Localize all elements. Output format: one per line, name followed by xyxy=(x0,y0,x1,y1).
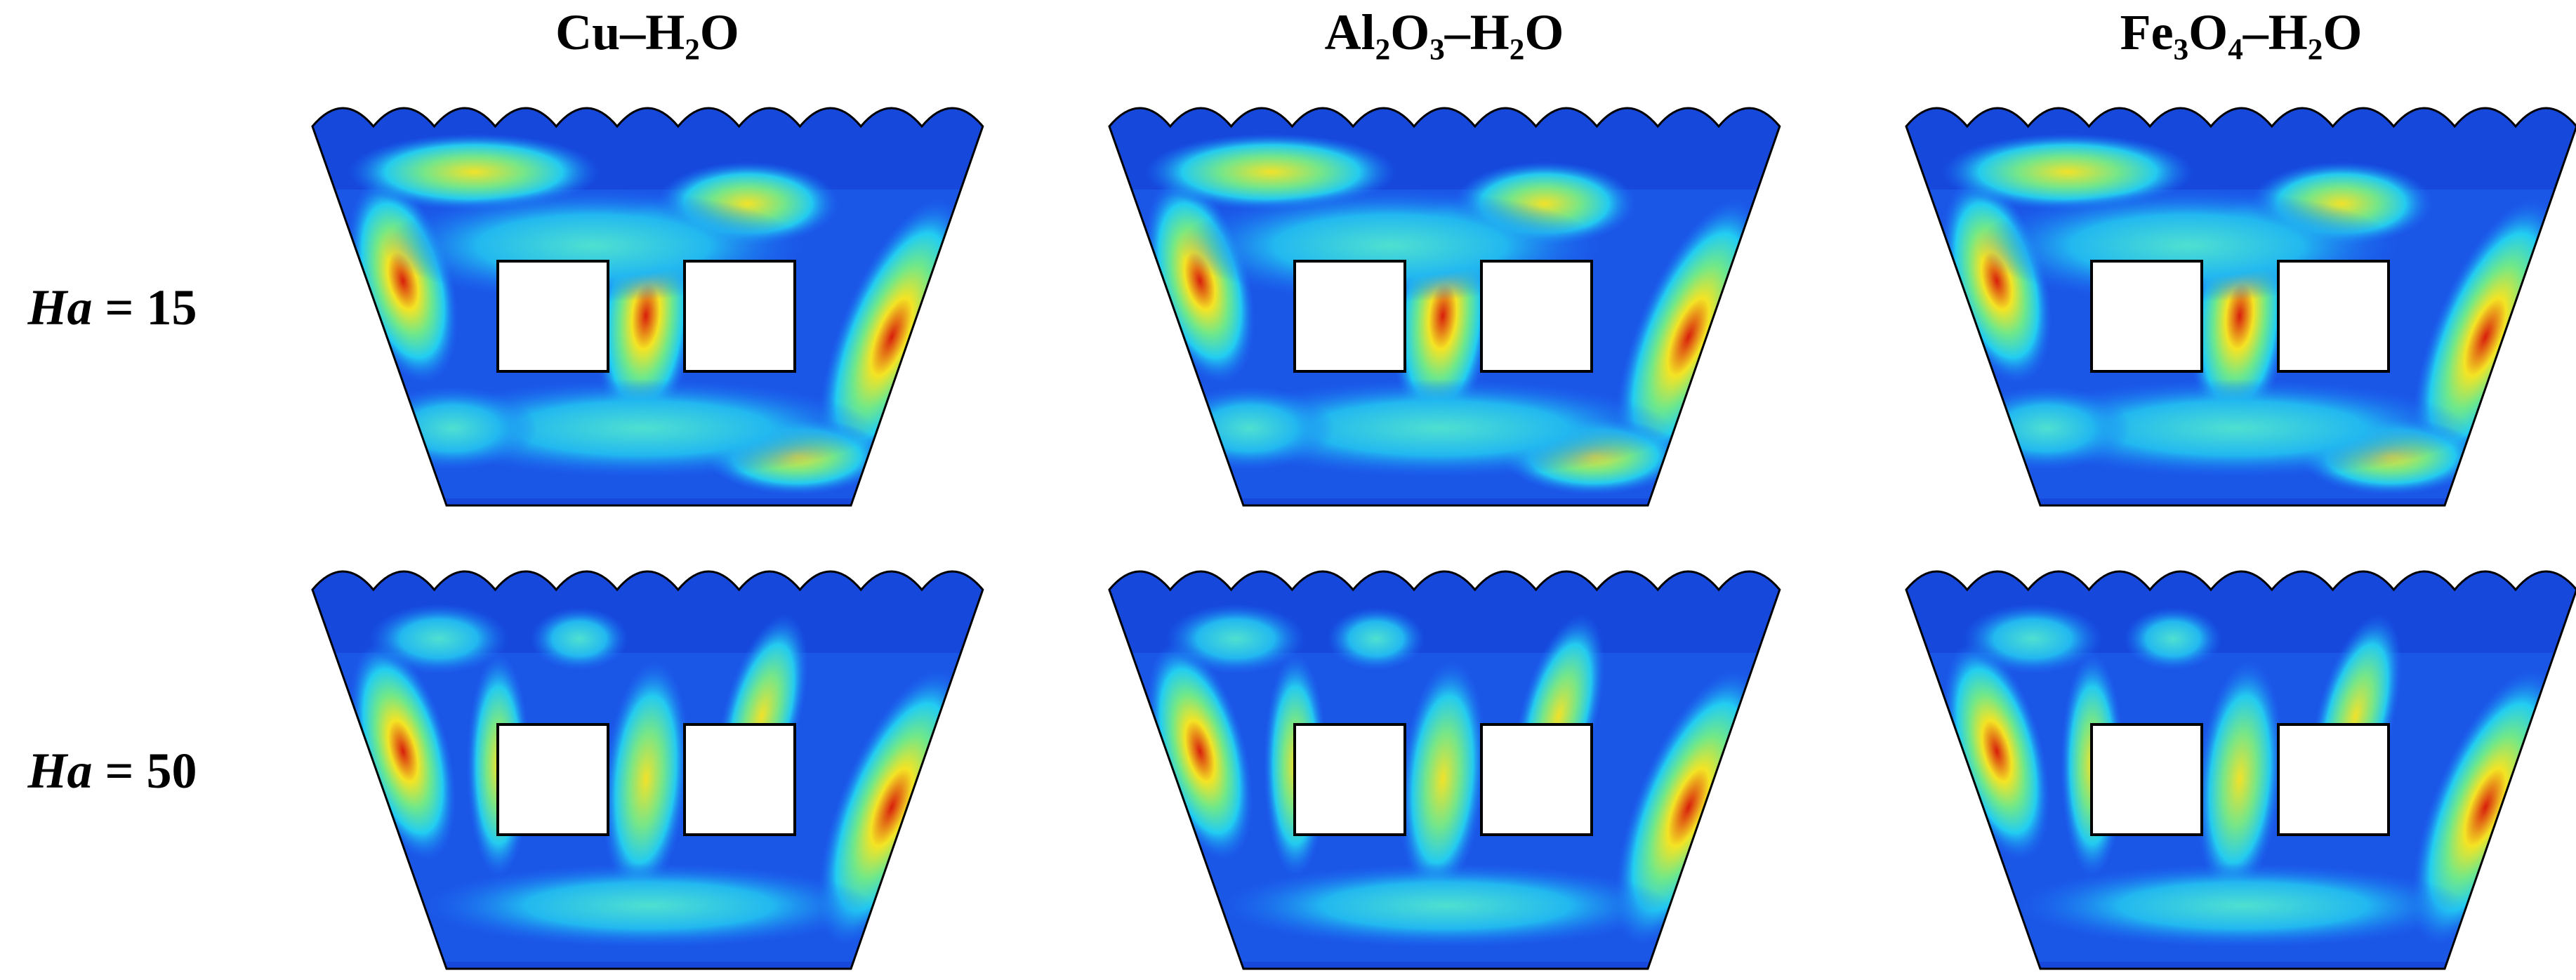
contour-region xyxy=(1327,607,1425,670)
row-value: = 15 xyxy=(92,279,197,336)
contour-region xyxy=(1399,660,1486,899)
obstacle xyxy=(1293,260,1406,373)
obstacle xyxy=(2277,260,2390,373)
column-title: Cu–H₂O xyxy=(555,4,739,60)
obstacle xyxy=(1293,723,1406,836)
contour-region xyxy=(2019,863,2468,948)
column-title: Al₂O₃–H₂O xyxy=(1325,4,1564,60)
row-symbol: Ha xyxy=(27,279,92,336)
contour-region xyxy=(1144,133,1397,211)
contour-region xyxy=(1615,669,1762,946)
contour-region xyxy=(1962,386,2131,470)
cavity-outline xyxy=(1905,570,2576,970)
row-label: Ha = 15 xyxy=(27,279,197,336)
contour-region xyxy=(1941,133,2194,211)
contour-fill xyxy=(1109,571,1780,969)
obstacle xyxy=(2277,723,2390,836)
cavity-outline xyxy=(1905,107,2576,507)
contour-fill xyxy=(1906,571,2576,969)
contour-region xyxy=(1165,604,1306,674)
obstacle xyxy=(683,260,796,373)
contour-region xyxy=(1165,386,1334,470)
contour-fill xyxy=(312,571,983,969)
contour-panel xyxy=(1108,570,1781,970)
contour-panels xyxy=(311,107,2576,970)
contour-region xyxy=(369,604,509,674)
row-label: Ha = 50 xyxy=(27,743,197,799)
contour-panel xyxy=(311,570,984,970)
contour-region xyxy=(2196,660,2283,899)
obstacle xyxy=(2090,723,2203,836)
cavity-outline xyxy=(311,107,984,507)
contour-region xyxy=(602,660,689,899)
contour-region xyxy=(348,133,600,211)
contour-region xyxy=(2412,669,2559,946)
contour-region xyxy=(1962,604,2103,674)
contour-region xyxy=(1615,199,1762,475)
column-title: Fe₃O₄–H₂O xyxy=(2120,4,2363,60)
contour-panel xyxy=(1905,570,2576,970)
contour-panel xyxy=(1108,107,1781,507)
row-value: = 50 xyxy=(92,743,197,799)
cavity-outline xyxy=(1108,570,1781,970)
obstacle xyxy=(1480,723,1593,836)
contour-region xyxy=(818,669,965,946)
contour-panel xyxy=(1905,107,2576,507)
contour-region xyxy=(818,199,965,475)
contour-fill xyxy=(312,108,983,505)
obstacle xyxy=(683,723,796,836)
obstacle xyxy=(1480,260,1593,373)
contour-region xyxy=(369,386,537,470)
row-symbol: Ha xyxy=(27,743,92,799)
contour-fill xyxy=(1109,108,1780,505)
contour-fill xyxy=(1906,108,2576,505)
obstacle xyxy=(496,260,609,373)
obstacle xyxy=(2090,260,2203,373)
contour-region xyxy=(2412,199,2559,475)
column-titles: Cu–H₂O Al₂O₃–H₂O Fe₃O₄–H₂O xyxy=(555,4,2362,60)
cavity-outline xyxy=(1108,107,1781,507)
contour-region xyxy=(425,863,874,948)
obstacle xyxy=(496,723,609,836)
contour-region xyxy=(1208,379,1671,477)
contour-region xyxy=(2124,607,2222,670)
cavity-outline xyxy=(311,570,984,970)
contour-region xyxy=(2004,379,2468,477)
contour-region xyxy=(1222,863,1671,948)
contour-region xyxy=(530,607,628,670)
contour-panel xyxy=(311,107,984,507)
contour-region xyxy=(411,379,874,477)
